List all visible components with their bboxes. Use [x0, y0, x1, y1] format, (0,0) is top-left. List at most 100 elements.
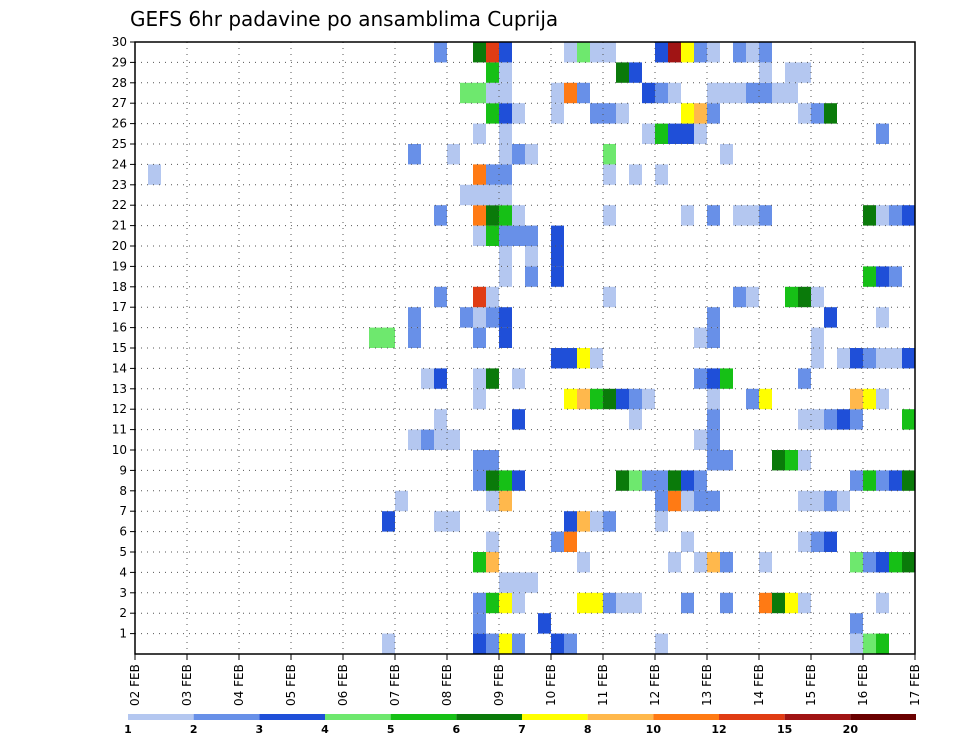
heatmap-cell [707, 368, 720, 389]
heatmap-cell [564, 511, 577, 532]
heatmap-cell [577, 82, 590, 104]
heatmap-cell [629, 470, 642, 491]
heatmap-cell [473, 82, 486, 104]
heatmap-cell [655, 42, 668, 63]
heatmap-cell [512, 103, 525, 124]
heatmap-cell [486, 184, 499, 206]
heatmap-cell [668, 490, 681, 512]
colorbar-label: 4 [321, 723, 329, 736]
heatmap-cell [759, 82, 772, 104]
heatmap-cell [473, 552, 486, 573]
heatmap-cell [499, 470, 512, 491]
heatmap-cell [850, 633, 863, 654]
colorbar-swatch [193, 714, 260, 720]
heatmap-cell [902, 552, 915, 573]
heatmap-cell [746, 388, 759, 410]
heatmap-cell [473, 184, 486, 206]
heatmap-cell [499, 164, 512, 185]
heatmap-cell [642, 82, 655, 104]
heatmap-cell [499, 144, 512, 165]
heatmap-cell [733, 82, 746, 104]
heatmap-cell [889, 552, 902, 573]
heatmap-cell [486, 368, 499, 389]
x-tick-label: 14 FEB [752, 664, 766, 706]
heatmap-cell [473, 388, 486, 410]
heatmap-cell [577, 511, 590, 532]
heatmap-cell [811, 286, 824, 308]
heatmap-cell [590, 388, 603, 410]
heatmap-cell [798, 286, 811, 308]
heatmap-cell [759, 42, 772, 63]
heatmap-cell [590, 103, 603, 124]
heatmap-cell [850, 409, 863, 430]
heatmap-cell [733, 42, 746, 63]
heatmap-cell [499, 82, 512, 104]
heatmap-cell [408, 307, 421, 328]
heatmap-cell [746, 205, 759, 226]
heatmap-cell [681, 103, 694, 124]
heatmap-cell [681, 592, 694, 614]
heatmap-cell [564, 42, 577, 63]
heatmap-cell [629, 164, 642, 185]
heatmap-cell [772, 82, 785, 104]
heatmap-cell [499, 327, 512, 348]
heatmap-cell [473, 592, 486, 614]
heatmap-cell [720, 82, 733, 104]
heatmap-cell [876, 205, 889, 226]
heatmap-cell [655, 164, 668, 185]
heatmap-cell [486, 103, 499, 124]
heatmap-cell [733, 205, 746, 226]
heatmap-cell [876, 307, 889, 328]
heatmap-cell [551, 266, 564, 287]
y-tick-label: 5 [119, 545, 127, 559]
heatmap-cell [876, 470, 889, 491]
x-tick-label: 06 FEB [336, 664, 350, 706]
heatmap-cell [486, 531, 499, 552]
x-tick-label: 08 FEB [440, 664, 454, 706]
colorbar: 1 2 3 4 5 6 7 8 10 12 15 20 [124, 714, 916, 736]
heatmap-cell [564, 348, 577, 369]
heatmap-cell [447, 429, 460, 450]
y-tick-label: 24 [112, 157, 127, 171]
heatmap-cell [577, 348, 590, 369]
heatmap-cell [772, 450, 785, 471]
heatmap-cell [889, 348, 902, 369]
heatmap-cell [759, 388, 772, 410]
colorbar-swatch [850, 714, 916, 720]
y-tick-label: 26 [112, 117, 127, 131]
heatmap-cell [902, 205, 915, 226]
heatmap-cell [603, 286, 616, 308]
heatmap-cell [798, 450, 811, 471]
y-tick-label: 18 [112, 280, 127, 294]
heatmap-cell [902, 470, 915, 491]
heatmap-cell [603, 42, 616, 63]
heatmap-cell [707, 42, 720, 63]
heatmap-cell [447, 144, 460, 165]
y-tick-label: 28 [112, 76, 127, 90]
heatmap-cell [642, 470, 655, 491]
heatmap-cell [681, 123, 694, 144]
x-axis-ticks: 02 FEB 03 FEB 04 FEB 05 FEB 06 FEB 07 FEB 08 F… [128, 654, 922, 706]
heatmap-cell [486, 205, 499, 226]
heatmap-cell [434, 409, 447, 430]
heatmap-cell [473, 42, 486, 63]
heatmap-cell [681, 470, 694, 491]
heatmap-cell [850, 388, 863, 410]
heatmap-cell [564, 82, 577, 104]
y-tick-label: 25 [112, 137, 127, 151]
heatmap-cell [603, 164, 616, 185]
heatmap-cell [694, 327, 707, 348]
heatmap-cell [486, 82, 499, 104]
heatmap-cell [707, 552, 720, 573]
heatmap-cell [798, 592, 811, 614]
heatmap-cell [590, 42, 603, 63]
heatmap-cell [564, 531, 577, 552]
heatmap-cell [850, 470, 863, 491]
colorbar-label: 2 [190, 723, 198, 736]
y-tick-label: 6 [119, 525, 127, 539]
heatmap-cell [499, 633, 512, 654]
heatmap-cell [772, 592, 785, 614]
colorbar-swatch [128, 714, 194, 720]
heatmap-cell [486, 286, 499, 308]
heatmap-cell [824, 531, 837, 552]
